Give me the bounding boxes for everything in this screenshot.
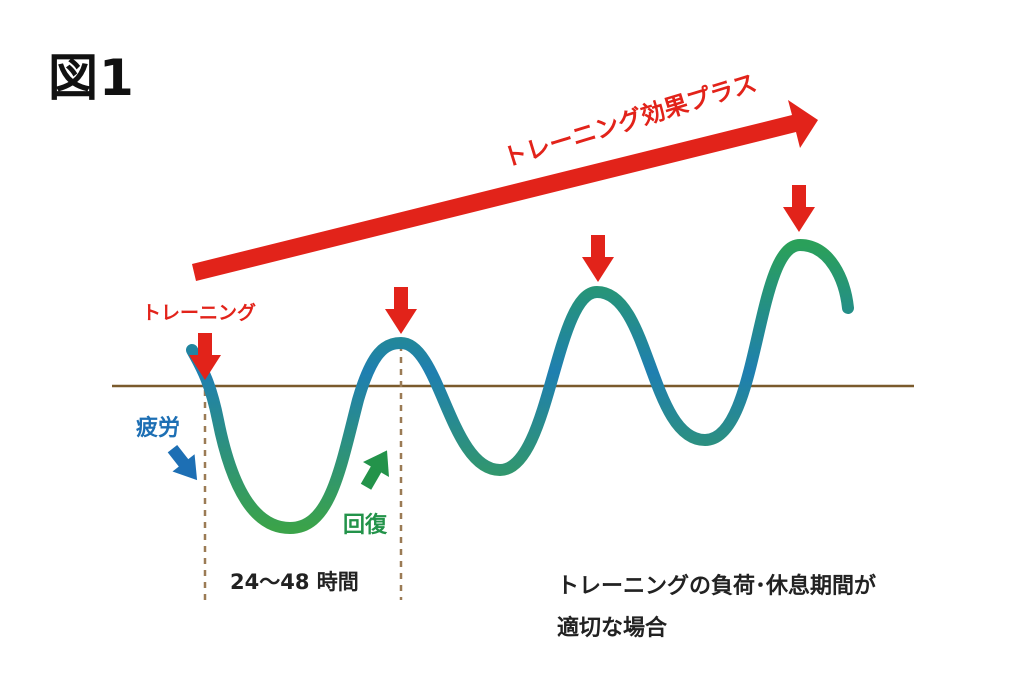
training-arrow-4 — [783, 185, 815, 232]
training-arrow-1 — [189, 333, 221, 380]
recovery-arrow — [360, 450, 389, 490]
training-arrow-2 — [385, 287, 417, 334]
training-effect-arrow — [192, 100, 818, 281]
caption-line-2: 適切な場合 — [557, 616, 668, 641]
supercompensation-wave — [186, 238, 854, 535]
training-label: トレーニング — [142, 302, 257, 324]
fatigue-label: 疲労 — [136, 416, 181, 441]
training-arrow-3 — [582, 235, 614, 282]
caption: トレーニングの負荷･休息期間が 適切な場合 — [557, 566, 876, 650]
fatigue-arrow — [167, 444, 198, 481]
caption-line-1: トレーニングの負荷･休息期間が — [557, 574, 877, 599]
figure-title: 図1 — [48, 49, 135, 107]
recovery-label: 回復 — [343, 513, 388, 538]
period-label: 24〜48 時間 — [230, 570, 359, 594]
